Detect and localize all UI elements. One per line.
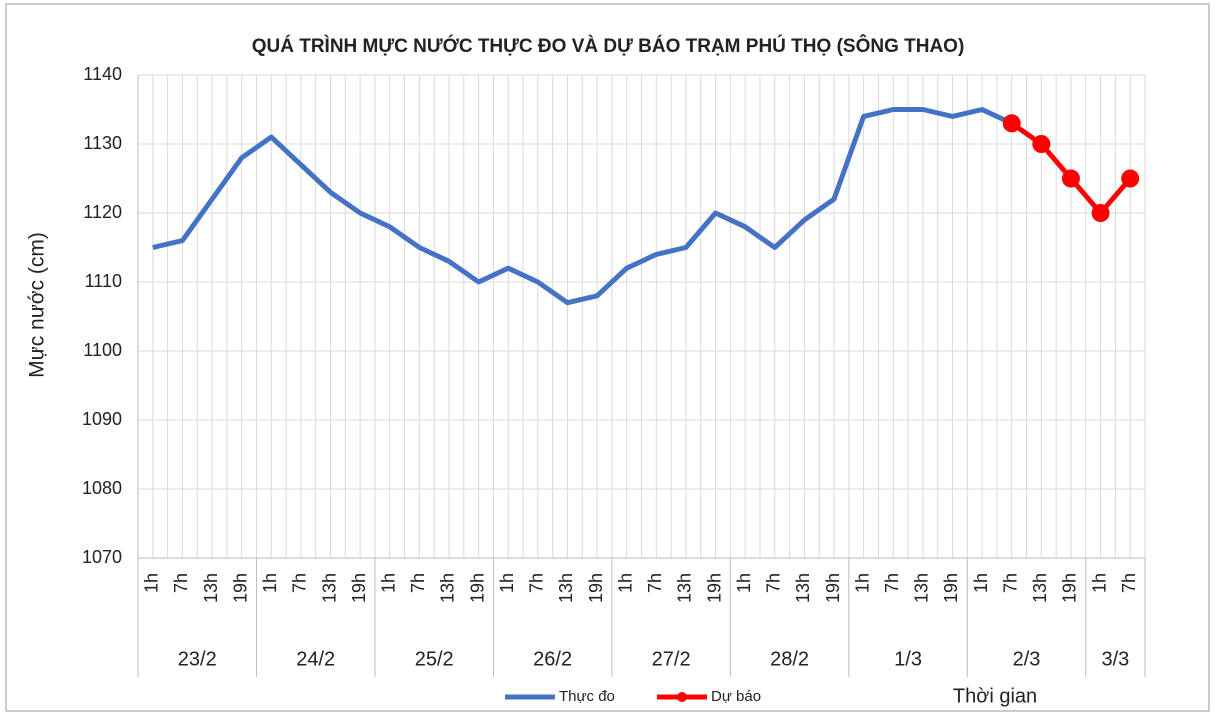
- x-tick-label: 1h: [971, 573, 991, 593]
- x-tick-label: 13h: [319, 573, 339, 603]
- x-group-label: 2/3: [1013, 648, 1041, 670]
- y-tick-label: 1070: [82, 547, 122, 567]
- x-tick-label: 1h: [852, 573, 872, 593]
- x-tick-label: 7h: [1119, 573, 1139, 593]
- y-tick-label: 1140: [83, 64, 122, 84]
- x-tick-label: 13h: [201, 573, 221, 603]
- y-tick-label: 1130: [83, 133, 122, 153]
- x-tick-label: 7h: [408, 573, 428, 593]
- series-marker: [1032, 135, 1051, 153]
- series-marker: [1091, 204, 1110, 222]
- x-group-label: 26/2: [533, 648, 572, 670]
- chart-title: QUÁ TRÌNH MỰC NƯỚC THỰC ĐO VÀ DỰ BÁO TRẠ…: [252, 35, 965, 57]
- series-marker: [1002, 114, 1021, 133]
- x-tick-label: 19h: [704, 573, 724, 603]
- y-tick-label: 1100: [83, 340, 122, 360]
- x-tick-label: 1h: [379, 573, 399, 593]
- x-tick-label: 7h: [290, 573, 310, 593]
- x-tick-label: 7h: [645, 573, 665, 593]
- x-group-label: 24/2: [296, 648, 335, 670]
- legend-label: Dự báo: [711, 688, 761, 705]
- x-group-label: 28/2: [770, 648, 809, 670]
- x-tick-label: 7h: [882, 573, 902, 593]
- x-group-label: 27/2: [652, 648, 691, 670]
- x-tick-label: 13h: [675, 573, 695, 603]
- x-tick-label: 13h: [1030, 573, 1050, 603]
- series-marker: [1121, 169, 1140, 188]
- x-group-label: 3/3: [1101, 648, 1129, 670]
- y-axis-label: Mực nước (cm): [26, 232, 49, 378]
- x-tick-label: 13h: [912, 573, 932, 603]
- x-tick-label: 13h: [556, 573, 576, 603]
- legend-label: Thực đo: [559, 688, 615, 705]
- x-tick-label: 13h: [793, 573, 813, 603]
- x-tick-label: 19h: [230, 573, 250, 603]
- x-tick-label: 1h: [142, 573, 162, 593]
- x-tick-label: 1h: [1089, 573, 1109, 593]
- x-tick-label: 1h: [615, 573, 635, 593]
- chart-frame: [5, 3, 1210, 712]
- series-marker: [1061, 169, 1080, 188]
- y-tick-label: 1120: [83, 202, 122, 222]
- x-group-label: 1/3: [894, 648, 922, 670]
- x-tick-label: 1h: [734, 573, 754, 593]
- y-tick-label: 1080: [82, 478, 122, 498]
- y-tick-label: 1090: [82, 409, 122, 429]
- x-tick-label: 7h: [764, 573, 784, 593]
- legend-marker: [677, 692, 687, 702]
- x-tick-label: 19h: [1060, 573, 1080, 603]
- x-tick-label: 19h: [586, 573, 606, 603]
- x-tick-label: 19h: [467, 573, 487, 603]
- x-tick-label: 7h: [171, 573, 191, 593]
- series-line: [152, 107, 1013, 306]
- x-group-label: 25/2: [415, 648, 454, 670]
- x-tick-label: 13h: [438, 573, 458, 603]
- x-tick-label: 1h: [260, 573, 280, 593]
- x-tick-label: 19h: [823, 573, 843, 603]
- x-tick-label: 19h: [941, 573, 961, 603]
- x-tick-label: 7h: [1000, 573, 1020, 593]
- x-tick-label: 1h: [497, 573, 517, 593]
- x-tick-label: 19h: [349, 573, 369, 603]
- y-tick-label: 1110: [85, 271, 122, 291]
- x-axis-label: Thời gian: [953, 685, 1037, 707]
- x-group-label: 23/2: [178, 648, 217, 670]
- x-tick-label: 7h: [527, 573, 547, 593]
